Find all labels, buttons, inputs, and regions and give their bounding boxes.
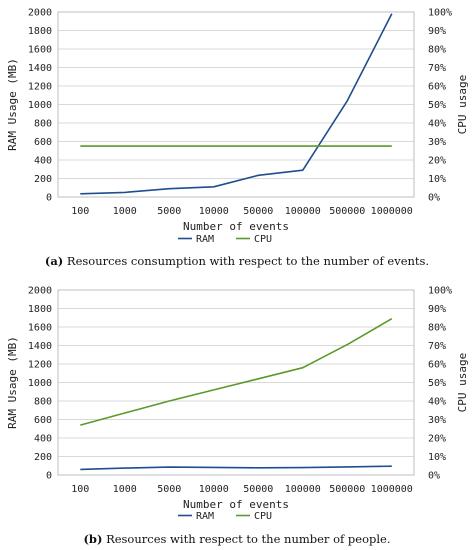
caption-b-text: Resources with respect to the number of …	[106, 532, 391, 546]
caption-b: (b) Resources with respect to the number…	[0, 532, 474, 546]
y2-tick-label: 40%	[428, 397, 446, 408]
x-tick-label: 10000	[199, 484, 229, 495]
legend-label-ram: RAM	[196, 511, 214, 522]
y2-tick-label: 60%	[428, 82, 446, 93]
y-axis-title: RAM Usage (MB)	[6, 336, 19, 429]
y-tick-label: 800	[34, 397, 52, 408]
y-tick-label: 800	[34, 119, 52, 130]
x-tick-label: 1000000	[371, 206, 413, 217]
y2-tick-label: 50%	[428, 100, 446, 111]
chart-a: 0 200 400 600 800 1000 1200 1400 1600 1800 2000 0% 1…	[6, 8, 469, 246]
y2-tick-label: 0%	[428, 471, 440, 482]
y-tick-label: 1200	[28, 82, 52, 93]
x-tick-label: 50000	[243, 206, 273, 217]
x-tick-label: 5000	[157, 206, 181, 217]
y-tick-label: 200	[34, 452, 52, 463]
y2-tick-label: 20%	[428, 434, 446, 445]
y-tick-label: 1000	[28, 100, 52, 111]
y2-tick-label: 90%	[428, 304, 446, 315]
caption-a-text: Resources consumption with respect to th…	[66, 254, 430, 268]
y-tick-label: 200	[34, 174, 52, 185]
y-tick-label: 400	[34, 156, 52, 167]
legend-label-ram: RAM	[196, 234, 214, 245]
y-tick-label: 1000	[28, 378, 52, 389]
y-tick-label: 400	[34, 434, 52, 445]
y-tick-label: 1600	[28, 323, 52, 334]
x-axis-title: Number of events	[183, 220, 289, 233]
y2-tick-label: 10%	[428, 174, 446, 185]
x-tick-label: 50000	[243, 484, 273, 495]
y2-tick-label: 80%	[428, 323, 446, 334]
x-axis-title: Number of events	[183, 498, 289, 511]
y-tick-label: 1800	[28, 304, 52, 315]
y2-axis-title: CPU usage	[456, 75, 469, 135]
y-tick-label: 1800	[28, 26, 52, 37]
x-tick-label: 10000	[199, 206, 229, 217]
legend-label-cpu: CPU	[254, 511, 272, 522]
x-tick-label: 500000	[329, 484, 365, 495]
series-line-cpu	[80, 318, 393, 426]
x-tick-label: 100000	[285, 484, 321, 495]
y2-tick-label: 50%	[428, 378, 446, 389]
x-tick-label: 100000	[285, 206, 321, 217]
caption-a-label: (a)	[44, 254, 64, 268]
chart-b: 0 200 400 600 800 1000 1200 1400 1600 1800 2000 0% 1…	[6, 286, 469, 523]
caption-b-label: (b)	[83, 532, 103, 546]
y-axis-title: RAM Usage (MB)	[6, 58, 19, 151]
y2-tick-label: 20%	[428, 156, 446, 167]
y2-tick-label: 40%	[428, 119, 446, 130]
caption-a: (a) Resources consumption with respect t…	[0, 254, 474, 268]
x-tick-label: 1000	[113, 484, 137, 495]
y2-tick-label: 70%	[428, 341, 446, 352]
y-tick-label: 2000	[28, 286, 52, 297]
plot-frame	[57, 11, 415, 198]
y2-tick-label: 100%	[428, 286, 452, 297]
y2-tick-label: 10%	[428, 452, 446, 463]
series-line-ram	[80, 465, 392, 471]
y-tick-label: 1400	[28, 341, 52, 352]
y-tick-label: 0	[46, 193, 52, 204]
y-tick-label: 1600	[28, 45, 52, 56]
y2-tick-label: 70%	[428, 63, 446, 74]
legend-label-cpu: CPU	[254, 234, 272, 245]
y2-tick-label: 90%	[428, 26, 446, 37]
x-tick-label: 500000	[329, 206, 365, 217]
x-tick-label: 100	[71, 206, 89, 217]
y-tick-label: 2000	[28, 8, 52, 19]
y2-axis-title: CPU usage	[456, 353, 469, 413]
y-tick-label: 0	[46, 471, 52, 482]
y2-tick-label: 30%	[428, 137, 446, 148]
x-tick-label: 1000	[113, 206, 137, 217]
plot-frame	[57, 289, 415, 476]
series-line-ram	[80, 13, 393, 195]
y-tick-label: 1400	[28, 63, 52, 74]
y-tick-label: 1200	[28, 360, 52, 371]
y2-tick-label: 100%	[428, 8, 452, 19]
y-tick-label: 600	[34, 415, 52, 426]
y2-tick-label: 60%	[428, 360, 446, 371]
x-tick-label: 5000	[157, 484, 181, 495]
y2-tick-label: 0%	[428, 193, 440, 204]
y2-tick-label: 30%	[428, 415, 446, 426]
y2-tick-label: 80%	[428, 45, 446, 56]
x-tick-label: 1000000	[371, 484, 413, 495]
x-tick-label: 100	[71, 484, 89, 495]
y-tick-label: 600	[34, 137, 52, 148]
